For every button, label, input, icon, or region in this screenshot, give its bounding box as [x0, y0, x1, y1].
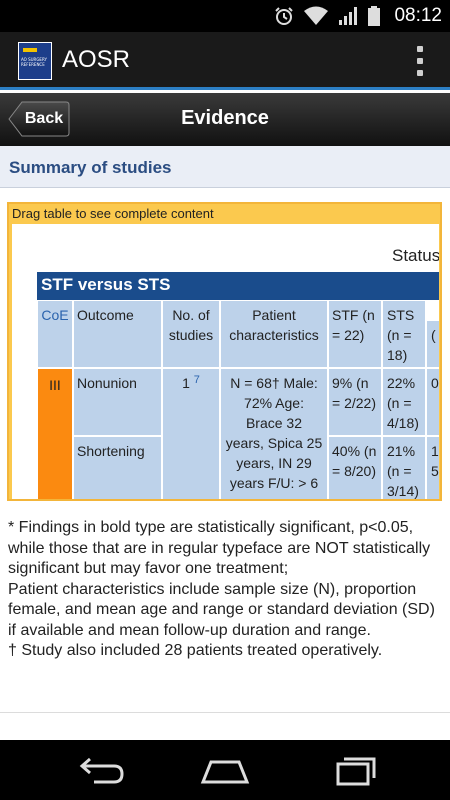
row-sts-shortening: 21% (n = 3/14)	[382, 436, 426, 499]
menu-dot	[417, 70, 423, 76]
row-sts-nonunion: 22% (n = 4/18)	[382, 368, 426, 436]
menu-dot	[417, 46, 423, 52]
overflow-menu-icon[interactable]	[416, 46, 424, 76]
row-next-nonunion: 0 (	[426, 368, 439, 436]
header-sts: STS (n = 18)	[382, 300, 426, 368]
logo-text: AO SURGERY REFERENCE	[21, 57, 47, 67]
footnote-patient-characteristics: Patient characteristics include sample s…	[8, 580, 435, 639]
row-coe: III	[37, 368, 73, 499]
row-outcome-nonunion: Nonunion	[73, 368, 162, 436]
app-title: AOSR	[62, 46, 131, 73]
header-stf: STF (n = 22)	[328, 300, 382, 368]
row-studies: 1 7	[162, 368, 220, 499]
page-title: Evidence	[181, 107, 269, 129]
alarm-icon	[275, 7, 293, 25]
status-bar: 08:12	[0, 0, 450, 32]
studies-count: 1	[182, 375, 190, 391]
back-button-shape	[8, 101, 70, 137]
home-icon[interactable]	[195, 754, 255, 788]
footnote-operative: † Study also included 28 patients treate…	[8, 642, 383, 659]
header-patient: Patient characteristics	[220, 300, 328, 368]
table-frame: Drag table to see complete content Statu…	[7, 202, 442, 501]
header-next: (	[426, 320, 439, 368]
group-header: STF versus STS	[37, 272, 439, 300]
row-patient: N = 68† Male: 72% Age: Brace 32 years, S…	[220, 368, 328, 499]
footnote-significance: * Findings in bold type are statisticall…	[8, 519, 431, 577]
app-logo: AO SURGERY REFERENCE	[18, 42, 52, 80]
divider	[0, 712, 450, 713]
battery-icon	[368, 6, 380, 26]
system-nav	[0, 740, 450, 800]
status-label: Status	[392, 246, 439, 265]
header-studies: No. of studies	[162, 300, 220, 368]
status-time: 08:12	[394, 5, 442, 26]
drag-hint: Drag table to see complete content	[12, 206, 214, 221]
row-next-shortening: 1 ( 5	[426, 436, 439, 499]
header-coe: CoE	[37, 300, 73, 368]
back-label: Back	[24, 110, 64, 127]
app-bar: AO SURGERY REFERENCE AOSR	[0, 32, 450, 90]
wifi-icon	[304, 6, 328, 25]
back-icon[interactable]	[70, 754, 130, 788]
evidence-table[interactable]: Status STF versus STS CoE Outcome No. of…	[12, 224, 439, 499]
header-outcome: Outcome	[73, 300, 162, 368]
row-stf-shortening: 40% (n = 8/20)	[328, 436, 382, 499]
recents-icon[interactable]	[322, 754, 382, 788]
footnotes: * Findings in bold type are statisticall…	[8, 518, 444, 662]
status-icons	[274, 6, 380, 26]
section-header: Summary of studies	[0, 146, 450, 188]
reference-link[interactable]: 7	[193, 374, 200, 386]
logo-stripe	[23, 48, 37, 52]
signal-icon	[339, 7, 357, 25]
menu-dot	[417, 58, 423, 64]
row-stf-nonunion: 9% (n = 2/22)	[328, 368, 382, 436]
nav-bar: Back Evidence	[0, 93, 450, 146]
section-title: Summary of studies	[9, 158, 172, 177]
back-button[interactable]: Back	[8, 101, 70, 137]
row-outcome-shortening: Shortening	[73, 436, 162, 499]
